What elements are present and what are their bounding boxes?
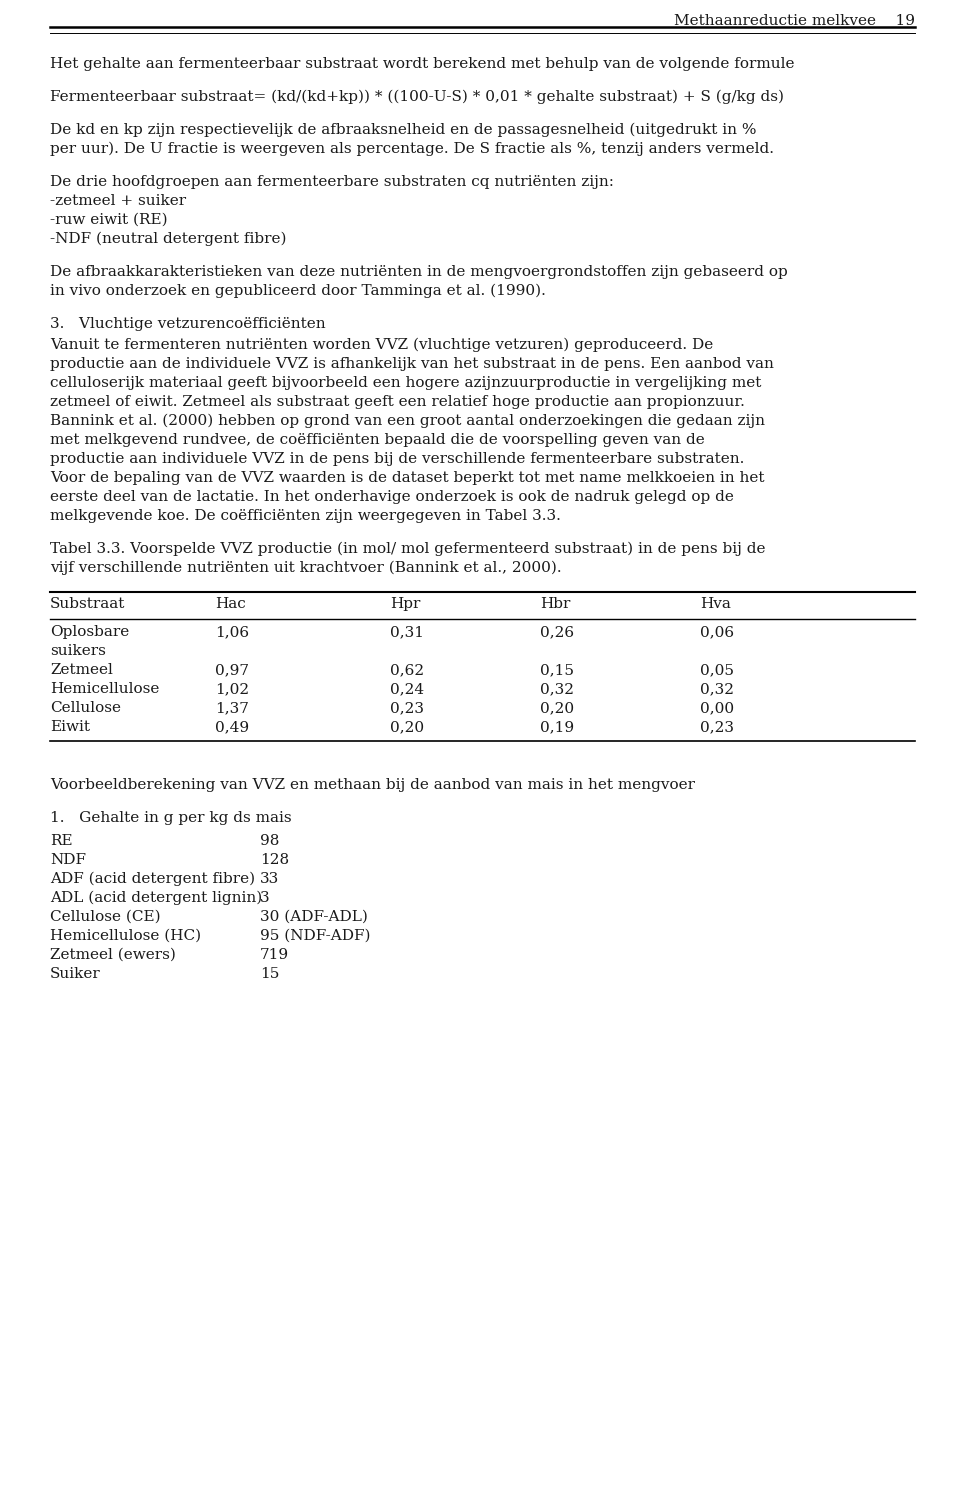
Text: -zetmeel + suiker: -zetmeel + suiker	[50, 194, 186, 207]
Text: 1,37: 1,37	[215, 701, 249, 715]
Text: Vanuit te fermenteren nutriënten worden VVZ (vluchtige vetzuren) geproduceerd. D: Vanuit te fermenteren nutriënten worden …	[50, 338, 713, 353]
Text: 0,97: 0,97	[215, 662, 249, 677]
Text: 98: 98	[260, 834, 279, 849]
Text: Hbr: Hbr	[540, 596, 570, 611]
Text: 0,62: 0,62	[390, 662, 424, 677]
Text: 0,23: 0,23	[700, 719, 734, 734]
Text: in vivo onderzoek en gepubliceerd door Tamminga et al. (1990).: in vivo onderzoek en gepubliceerd door T…	[50, 284, 546, 299]
Text: 3: 3	[260, 891, 270, 906]
Text: 1,02: 1,02	[215, 682, 250, 695]
Text: Suiker: Suiker	[50, 967, 101, 981]
Text: Het gehalte aan fermenteerbaar substraat wordt berekend met behulp van de volgen: Het gehalte aan fermenteerbaar substraat…	[50, 57, 795, 71]
Text: 0,32: 0,32	[540, 682, 574, 695]
Text: 0,15: 0,15	[540, 662, 574, 677]
Text: 33: 33	[260, 873, 279, 886]
Text: De afbraakkarakteristieken van deze nutriënten in de mengvoergrondstoffen zijn g: De afbraakkarakteristieken van deze nutr…	[50, 264, 788, 279]
Text: celluloserijk materiaal geeft bijvoorbeeld een hogere azijnzuurproductie in verg: celluloserijk materiaal geeft bijvoorbee…	[50, 376, 761, 391]
Text: 0,24: 0,24	[390, 682, 424, 695]
Text: Hemicellulose (HC): Hemicellulose (HC)	[50, 930, 202, 943]
Text: 0,20: 0,20	[540, 701, 574, 715]
Text: 128: 128	[260, 853, 289, 867]
Text: Hpr: Hpr	[390, 596, 420, 611]
Text: 15: 15	[260, 967, 279, 981]
Text: 1,06: 1,06	[215, 625, 250, 638]
Text: Eiwit: Eiwit	[50, 719, 90, 734]
Text: Bannink et al. (2000) hebben op grond van een groot aantal onderzoekingen die ge: Bannink et al. (2000) hebben op grond va…	[50, 415, 765, 428]
Text: RE: RE	[50, 834, 73, 849]
Text: per uur). De U fractie is weergeven als percentage. De S fractie als %, tenzij a: per uur). De U fractie is weergeven als …	[50, 143, 774, 156]
Text: productie aan individuele VVZ in de pens bij de verschillende fermenteerbare sub: productie aan individuele VVZ in de pens…	[50, 452, 744, 466]
Text: NDF: NDF	[50, 853, 86, 867]
Text: 0,23: 0,23	[390, 701, 424, 715]
Text: 0,49: 0,49	[215, 719, 250, 734]
Text: 95 (NDF-ADF): 95 (NDF-ADF)	[260, 930, 371, 943]
Text: -ruw eiwit (RE): -ruw eiwit (RE)	[50, 213, 168, 227]
Text: 0,26: 0,26	[540, 625, 574, 638]
Text: 0,32: 0,32	[700, 682, 734, 695]
Text: Voorbeeldberekening van VVZ en methaan bij de aanbod van mais in het mengvoer: Voorbeeldberekening van VVZ en methaan b…	[50, 778, 695, 792]
Text: ADL (acid detergent lignin): ADL (acid detergent lignin)	[50, 891, 262, 906]
Text: De drie hoofdgroepen aan fermenteerbare substraten cq nutriënten zijn:: De drie hoofdgroepen aan fermenteerbare …	[50, 176, 614, 189]
Text: met melkgevend rundvee, de coëfficiënten bepaald die de voorspelling geven van d: met melkgevend rundvee, de coëfficiënten…	[50, 433, 705, 448]
Text: Cellulose (CE): Cellulose (CE)	[50, 910, 160, 924]
Text: suikers: suikers	[50, 644, 106, 658]
Text: Tabel 3.3. Voorspelde VVZ productie (in mol/ mol gefermenteerd substraat) in de : Tabel 3.3. Voorspelde VVZ productie (in …	[50, 542, 765, 556]
Text: Oplosbare: Oplosbare	[50, 625, 130, 638]
Text: vijf verschillende nutriënten uit krachtvoer (Bannink et al., 2000).: vijf verschillende nutriënten uit kracht…	[50, 562, 562, 575]
Text: Fermenteerbaar substraat= (kd/(kd+kp)) * ((100-U-S) * 0,01 * gehalte substraat) : Fermenteerbaar substraat= (kd/(kd+kp)) *…	[50, 90, 784, 105]
Text: Cellulose: Cellulose	[50, 701, 121, 715]
Text: Methaanreductie melkvee    19: Methaanreductie melkvee 19	[674, 14, 915, 29]
Text: Hva: Hva	[700, 596, 731, 611]
Text: 719: 719	[260, 948, 289, 961]
Text: 0,20: 0,20	[390, 719, 424, 734]
Text: Hac: Hac	[215, 596, 246, 611]
Text: De kd en kp zijn respectievelijk de afbraaksnelheid en de passagesnelheid (uitge: De kd en kp zijn respectievelijk de afbr…	[50, 123, 756, 137]
Text: -NDF (neutral detergent fibre): -NDF (neutral detergent fibre)	[50, 231, 286, 246]
Text: Zetmeel: Zetmeel	[50, 662, 113, 677]
Text: Zetmeel (ewers): Zetmeel (ewers)	[50, 948, 176, 961]
Text: ADF (acid detergent fibre): ADF (acid detergent fibre)	[50, 873, 255, 886]
Text: 0,06: 0,06	[700, 625, 734, 638]
Text: 0,05: 0,05	[700, 662, 734, 677]
Text: melkgevende koe. De coëfficiënten zijn weergegeven in Tabel 3.3.: melkgevende koe. De coëfficiënten zijn w…	[50, 509, 561, 523]
Text: 1.   Gehalte in g per kg ds mais: 1. Gehalte in g per kg ds mais	[50, 811, 292, 825]
Text: 0,19: 0,19	[540, 719, 574, 734]
Text: 30 (ADF-ADL): 30 (ADF-ADL)	[260, 910, 368, 924]
Text: Substraat: Substraat	[50, 596, 126, 611]
Text: productie aan de individuele VVZ is afhankelijk van het substraat in de pens. Ee: productie aan de individuele VVZ is afha…	[50, 357, 774, 371]
Text: 0,31: 0,31	[390, 625, 424, 638]
Text: Voor de bepaling van de VVZ waarden is de dataset beperkt tot met name melkkoeie: Voor de bepaling van de VVZ waarden is d…	[50, 472, 764, 485]
Text: 3.   Vluchtige vetzurencoëfficiënten: 3. Vluchtige vetzurencoëfficiënten	[50, 317, 325, 330]
Text: Hemicellulose: Hemicellulose	[50, 682, 159, 695]
Text: eerste deel van de lactatie. In het onderhavige onderzoek is ook de nadruk geleg: eerste deel van de lactatie. In het onde…	[50, 490, 733, 505]
Text: zetmeel of eiwit. Zetmeel als substraat geeft een relatief hoge productie aan pr: zetmeel of eiwit. Zetmeel als substraat …	[50, 395, 745, 409]
Text: 0,00: 0,00	[700, 701, 734, 715]
